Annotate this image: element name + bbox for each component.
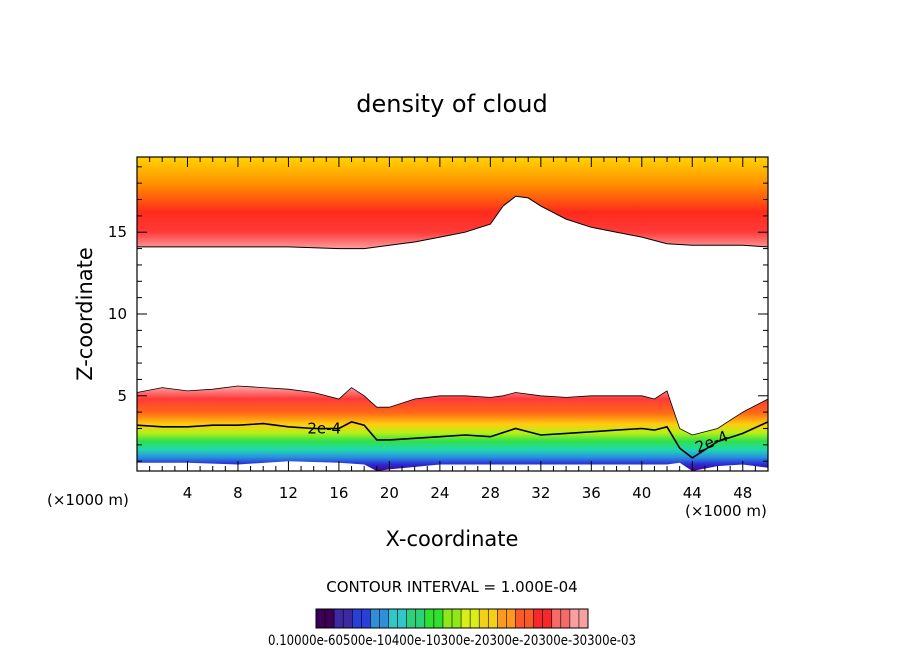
colorbar-swatch (442, 609, 448, 628)
x-axis-label: X-coordinate (386, 527, 519, 551)
x-tick-label: 16 (329, 484, 348, 502)
colorbar-swatch (556, 609, 562, 628)
colorbar-swatch (461, 609, 466, 628)
colorbar-swatch (551, 609, 557, 628)
x-tick-label: 8 (233, 484, 243, 502)
colorbar-swatch (325, 609, 330, 628)
colorbar-swatch (465, 609, 471, 628)
upper-layer-boundary-contour (137, 195, 768, 250)
colorbar-swatch (438, 609, 444, 628)
x-tick-label: 44 (683, 484, 702, 502)
colorbar-swatch (374, 609, 380, 628)
contour-label-left: 2e-4 (307, 419, 341, 437)
colorbar-swatch (515, 609, 521, 628)
colorbar-swatch (352, 609, 358, 628)
y-axis: 5 10 15 (108, 166, 768, 462)
colorbar-swatch (393, 609, 398, 628)
colorbar-swatch (533, 609, 539, 628)
plot-area (137, 157, 768, 471)
chart-title: density of cloud (356, 90, 547, 118)
colorbar-swatch (470, 609, 475, 628)
contour-interval-text: CONTOUR INTERVAL = 1.000E-04 (326, 578, 577, 596)
x-unit-left: (×1000 m) (47, 491, 129, 509)
colorbar-swatch (320, 609, 326, 628)
colorbar-swatch (452, 609, 457, 628)
colorbar-swatch (479, 609, 485, 628)
colorbar-swatch (520, 609, 525, 628)
colorbar-swatch (356, 609, 362, 628)
x-tick-label: 48 (733, 484, 752, 502)
upper-cloud-layer (137, 157, 768, 249)
x-tick-label: 4 (183, 484, 193, 502)
x-tick-label: 28 (481, 484, 500, 502)
colorbar-swatch (583, 609, 589, 628)
colorbar-swatch (456, 609, 462, 628)
colorbar-swatch (406, 609, 412, 628)
colorbar-swatch (492, 609, 498, 628)
x-tick-label: 40 (632, 484, 651, 502)
colorbar-swatch (560, 609, 566, 628)
colorbar-swatch (497, 609, 503, 628)
colorbar-swatch (424, 609, 430, 628)
colorbar-swatch (411, 609, 417, 628)
colorbar-swatch (402, 609, 407, 628)
colorbar-swatch (578, 609, 584, 628)
colorbar-swatch (388, 609, 394, 628)
colorbar-swatch (329, 609, 335, 628)
colorbar-swatch (569, 609, 575, 628)
colorbar-swatch (365, 609, 371, 628)
colorbar-swatch (343, 609, 349, 628)
x-axis: 4 8 12 16 20 24 28 32 36 40 44 48 (149, 157, 756, 502)
colorbar-swatch (338, 609, 344, 628)
y-tick-label: 5 (117, 387, 127, 405)
colorbar-swatch (433, 609, 439, 628)
contour-2e-4 (137, 421, 768, 459)
colorbar-swatch (384, 609, 389, 628)
colorbar-swatch (379, 609, 385, 628)
colorbar-swatch (415, 609, 421, 628)
x-tick-label: 20 (380, 484, 399, 502)
colorbar-swatch (488, 609, 494, 628)
colorbar-swatch (420, 609, 426, 628)
colorbar-swatch (334, 609, 339, 628)
colorbar-swatch (574, 609, 580, 628)
colorbar-swatch (316, 609, 321, 628)
colorbar-swatch (370, 609, 376, 628)
colorbar-swatch (547, 609, 553, 628)
colorbar-swatch (542, 609, 548, 628)
colorbar-swatch (447, 609, 453, 628)
x-tick-label: 36 (582, 484, 601, 502)
colorbar (315, 608, 589, 629)
colorbar-swatch (506, 609, 512, 628)
lower-cloud-layer (137, 386, 768, 471)
colorbar-swatch (347, 609, 353, 628)
x-tick-label: 32 (531, 484, 550, 502)
colorbar-swatch (524, 609, 530, 628)
colorbar-swatch (429, 609, 435, 628)
colorbar-swatch (529, 609, 534, 628)
colorbar-swatch (510, 609, 516, 628)
lower-layer-top-contour (137, 385, 768, 436)
x-unit-right: (×1000 m) (685, 502, 767, 520)
y-tick-label: 10 (108, 305, 127, 323)
colorbar-labels: 0.10000e-60500e-10400e-10300e-20300e-203… (268, 633, 636, 649)
colorbar-swatch (483, 609, 489, 628)
x-tick-label: 12 (279, 484, 298, 502)
y-tick-label: 15 (108, 223, 127, 241)
colorbar-frame (315, 608, 589, 629)
colorbar-swatch (397, 609, 403, 628)
x-tick-label: 24 (430, 484, 449, 502)
colorbar-swatch (361, 609, 367, 628)
colorbar-swatch (501, 609, 507, 628)
y-axis-label: Z-coordinate (73, 247, 97, 381)
colorbar-swatch (565, 609, 571, 628)
colorbar-swatch (474, 609, 480, 628)
colorbar-swatch (538, 609, 543, 628)
